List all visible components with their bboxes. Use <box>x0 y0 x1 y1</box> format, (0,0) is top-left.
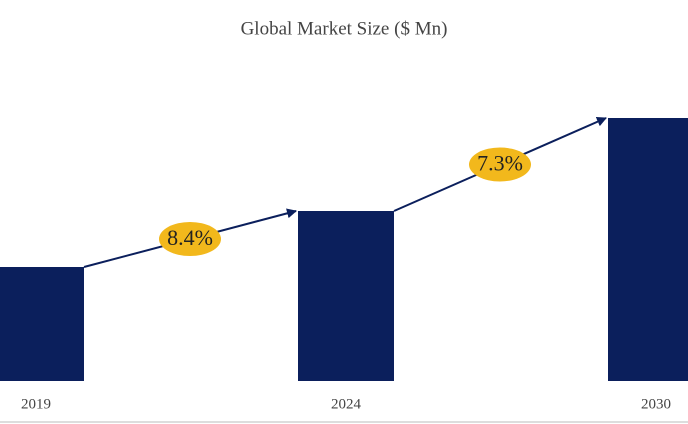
bar <box>298 211 394 381</box>
cagr-badge <box>159 222 221 256</box>
bar <box>0 267 84 381</box>
bar <box>608 118 688 381</box>
cagr-badge <box>469 147 531 182</box>
x-tick-label: 2024 <box>331 396 362 412</box>
x-tick-label: 2019 <box>21 396 51 412</box>
x-tick-label: 2030 <box>641 396 671 412</box>
cagr-label: 8.4% <box>167 225 213 250</box>
chart-title: Global Market Size ($ Mn) <box>241 18 448 39</box>
cagr-label: 7.3% <box>477 151 523 176</box>
